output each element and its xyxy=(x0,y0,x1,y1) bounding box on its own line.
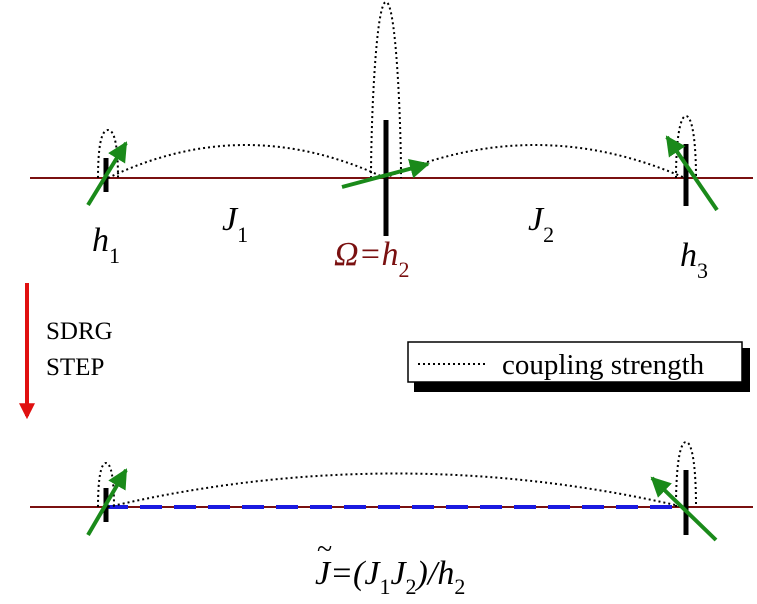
coupling-arc-j2 xyxy=(384,144,686,179)
legend: coupling strength xyxy=(407,341,750,392)
coupling-label-j1: J1 xyxy=(222,201,248,247)
effective-coupling-tilde: ~ xyxy=(317,534,332,565)
step-label-line1: SDRG xyxy=(46,318,113,345)
spin-arrow-bottom-right xyxy=(650,476,718,542)
spin-arrow-site1 xyxy=(86,141,128,207)
effective-coupling-arc xyxy=(107,472,685,508)
coupling-arc-j1 xyxy=(107,144,386,179)
spin-arrow-site2 xyxy=(341,158,430,189)
field-peak-bottom-right xyxy=(675,440,697,508)
legend-box xyxy=(407,341,743,383)
field-peak-site1 xyxy=(97,128,119,179)
site-label-omega-h2: Ω=h2 xyxy=(334,236,410,282)
step-label-line2: STEP xyxy=(46,354,104,381)
field-peak-site2 xyxy=(370,0,402,179)
legend-label: coupling strength xyxy=(502,349,705,381)
bottom-chain: ~ J=(J1J2)/h2 xyxy=(30,440,753,599)
spin-arrow-site3 xyxy=(665,135,719,212)
coupling-label-j2: J2 xyxy=(528,201,554,247)
sdrg-step: SDRG STEP xyxy=(19,283,113,420)
site-label-h1: h1 xyxy=(92,222,120,268)
effective-coupling-formula: J=(J1J2)/h2 xyxy=(315,555,465,599)
top-chain: h1 Ω=h2 h3 J1 J2 xyxy=(30,0,753,283)
spin-arrow-bottom-left xyxy=(86,468,128,537)
site-label-h3: h3 xyxy=(680,237,708,283)
